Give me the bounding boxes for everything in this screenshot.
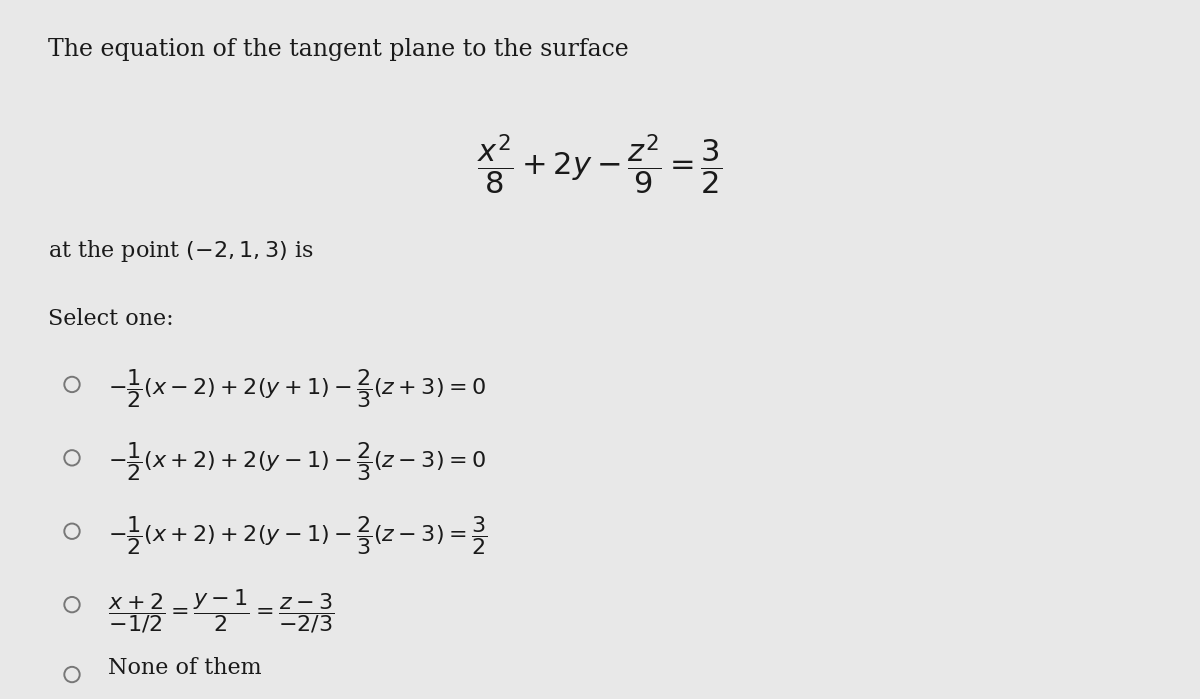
Text: $-\dfrac{1}{2}(x + 2) + 2(y - 1) - \dfrac{2}{3}(z - 3) = \dfrac{3}{2}$: $-\dfrac{1}{2}(x + 2) + 2(y - 1) - \dfra… bbox=[108, 514, 487, 556]
Text: at the point $(-2, 1, 3)$ is: at the point $(-2, 1, 3)$ is bbox=[48, 238, 313, 264]
Text: None of them: None of them bbox=[108, 657, 262, 679]
Text: The equation of the tangent plane to the surface: The equation of the tangent plane to the… bbox=[48, 38, 629, 62]
Text: $-\dfrac{1}{2}(x - 2) + 2(y + 1) - \dfrac{2}{3}(z + 3) = 0$: $-\dfrac{1}{2}(x - 2) + 2(y + 1) - \dfra… bbox=[108, 367, 486, 410]
Text: Select one:: Select one: bbox=[48, 308, 174, 329]
Text: $\dfrac{x+2}{-1/2} = \dfrac{y-1}{2} = \dfrac{z-3}{-2/3}$: $\dfrac{x+2}{-1/2} = \dfrac{y-1}{2} = \d… bbox=[108, 587, 335, 635]
Text: $\dfrac{x^2}{8} + 2y - \dfrac{z^2}{9} = \dfrac{3}{2}$: $\dfrac{x^2}{8} + 2y - \dfrac{z^2}{9} = … bbox=[478, 133, 722, 197]
Text: $-\dfrac{1}{2}(x + 2) + 2(y - 1) - \dfrac{2}{3}(z - 3) = 0$: $-\dfrac{1}{2}(x + 2) + 2(y - 1) - \dfra… bbox=[108, 440, 486, 483]
